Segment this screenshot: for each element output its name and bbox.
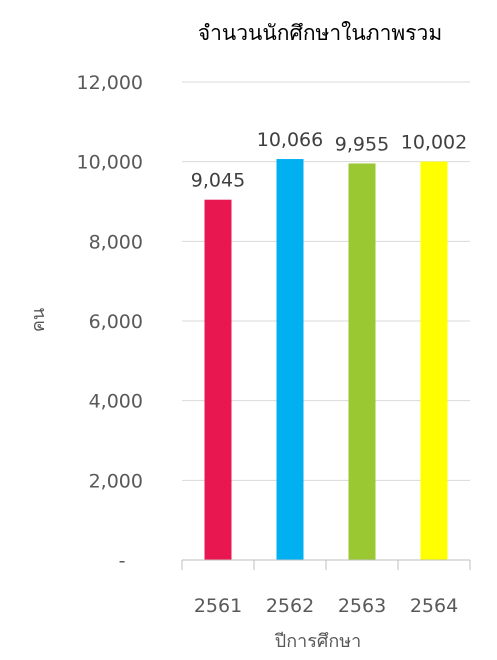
- bar-2561: [205, 200, 232, 560]
- data-label-2563: 9,955: [335, 133, 389, 155]
- x-axis-title: ปีการศึกษา: [274, 631, 361, 652]
- y-tick-label: -: [119, 550, 126, 572]
- y-tick-label: 12,000: [77, 72, 143, 94]
- y-axis-ticks: - 2,000 4,000 6,000 8,000 10,000 12,000: [77, 72, 143, 572]
- data-label-2561: 9,045: [191, 170, 245, 192]
- bar-2562: [277, 159, 304, 560]
- data-label-2564: 10,002: [401, 132, 467, 154]
- y-tick-label: 8,000: [89, 231, 143, 253]
- y-tick-label: 4,000: [89, 391, 143, 413]
- x-axis-ticks: 2561 2562 2563 2564: [194, 595, 458, 617]
- bar-2563: [349, 163, 376, 560]
- x-tick-label: 2562: [266, 595, 314, 617]
- x-tick-label: 2563: [338, 595, 386, 617]
- bars: [205, 159, 448, 560]
- bar-2564: [421, 162, 448, 560]
- y-axis-title: คน: [28, 308, 49, 332]
- x-tick-label: 2561: [194, 595, 242, 617]
- y-tick-label: 2,000: [89, 470, 143, 492]
- y-tick-label: 6,000: [89, 311, 143, 333]
- chart-title: จำนวนนักศึกษาในภาพรวม: [198, 21, 442, 45]
- x-tick-label: 2564: [410, 595, 458, 617]
- y-tick-label: 10,000: [77, 152, 143, 174]
- x-axis: [182, 560, 470, 570]
- data-label-2562: 10,066: [257, 129, 323, 151]
